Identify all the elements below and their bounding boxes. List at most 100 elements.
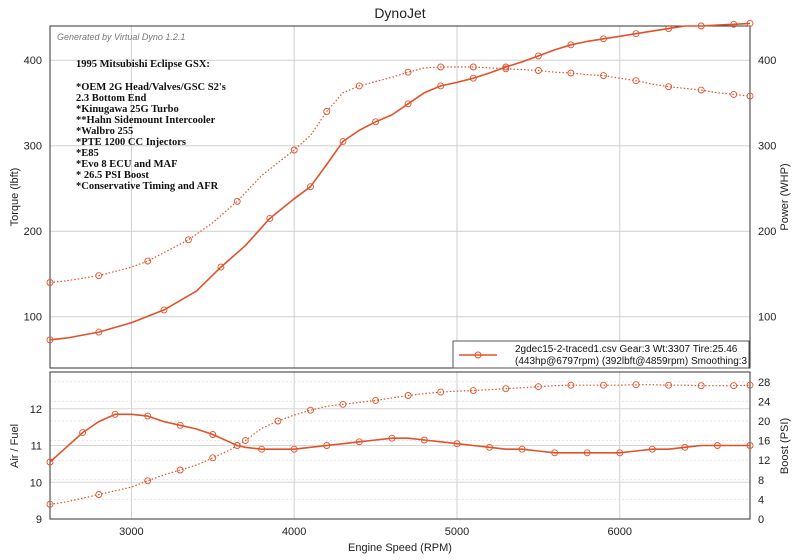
air-fuel-line xyxy=(49,413,750,463)
boost-tick-label: 16 xyxy=(758,436,770,448)
legend: 2gdec15-2-traced1.csv Gear:3 Wt:3307 Tir… xyxy=(452,340,750,369)
power-tick-label: 100 xyxy=(758,312,776,324)
power-whp-point xyxy=(404,100,412,108)
notes-line: * 26.5 PSI Boost xyxy=(76,170,149,181)
air-fuel-point xyxy=(233,442,241,449)
power-whp-point xyxy=(437,82,445,90)
power-whp-point xyxy=(534,52,542,60)
boost-psi-line xyxy=(49,384,751,505)
air-fuel-point xyxy=(323,442,331,449)
power-whp-point xyxy=(46,336,54,344)
boost-psi-point xyxy=(241,437,249,445)
air-fuel-point xyxy=(486,443,493,451)
air-fuel-point xyxy=(713,442,721,449)
notes-line: *E85 xyxy=(76,148,99,159)
air-fuel-point xyxy=(616,449,624,457)
air-fuel-point xyxy=(746,442,754,449)
afr-tick-label: 12 xyxy=(30,404,42,416)
air-fuel-point xyxy=(551,449,559,457)
legend-marker-swatch xyxy=(474,351,482,359)
power-whp-point xyxy=(372,118,380,126)
y-axis-label-boost: Boost (PSI) xyxy=(779,418,791,474)
air-fuel-point xyxy=(518,445,526,453)
boost-tick-label: 4 xyxy=(758,494,764,506)
air-fuel-point xyxy=(176,421,184,429)
afr-tick-label: 11 xyxy=(31,441,42,453)
notes-line: *Conservative Timing and AFR xyxy=(76,181,219,192)
torque-lbft-point xyxy=(46,279,54,286)
power-whp-point xyxy=(160,306,168,314)
torque-lbft-point xyxy=(233,197,241,205)
torque-tick-label: 400 xyxy=(24,55,42,67)
power-whp-point xyxy=(730,20,738,28)
boost-psi-point xyxy=(209,454,217,462)
power-whp-point xyxy=(266,214,274,222)
legend-line-1: 2gdec15-2-traced1.csv Gear:3 Wt:3307 Tir… xyxy=(515,344,738,355)
power-whp-point xyxy=(665,25,673,33)
boost-psi-point xyxy=(339,400,347,408)
power-whp-point xyxy=(339,137,347,145)
air-fuel-point xyxy=(258,445,266,453)
power-whp-point xyxy=(307,183,314,191)
boost-psi-point xyxy=(176,466,184,474)
air-fuel-point xyxy=(583,449,591,457)
afr-tick-label: 9 xyxy=(36,514,42,526)
power-whp-point xyxy=(567,41,575,49)
air-fuel-point xyxy=(290,445,298,453)
x-tick-labels: 3000 4000 5000 6000 xyxy=(119,526,632,538)
air-fuel-point xyxy=(79,429,87,437)
air-fuel-point xyxy=(388,434,396,442)
torque-lbft-point xyxy=(502,65,510,73)
power-whp-point xyxy=(746,19,754,27)
torque-lbft-point xyxy=(665,83,673,91)
torque-tick-label: 200 xyxy=(24,226,42,238)
afr-tick-label: 10 xyxy=(30,477,42,489)
notes-title: 1995 Mitsubishi Eclipse GSX: xyxy=(76,59,210,70)
rpm-tick-label: 6000 xyxy=(608,526,632,538)
torque-lbft-line xyxy=(49,66,751,284)
boost-tick-label: 28 xyxy=(758,377,770,389)
air-fuel-point xyxy=(144,412,152,420)
chart-title: DynoJet xyxy=(374,5,425,21)
boost-psi-point xyxy=(697,382,705,390)
legend-box xyxy=(452,340,750,369)
air-fuel-point xyxy=(681,443,689,451)
boost-psi-point xyxy=(567,381,575,389)
torque-lbft-point xyxy=(95,272,103,280)
air-fuel-point xyxy=(355,438,363,446)
torque-lbft-point xyxy=(697,86,705,94)
boost-psi-point xyxy=(665,381,673,389)
torque-lbft-point xyxy=(290,146,298,154)
power-whp-line xyxy=(49,22,751,341)
notes-list: *OEM 2G Head/Valves/GSC S2's2.3 Bottom E… xyxy=(76,82,226,192)
top-series-layer xyxy=(46,19,754,344)
torque-tick-label: 300 xyxy=(24,141,42,153)
boost-psi-point xyxy=(372,396,380,404)
rpm-tick-label: 3000 xyxy=(119,526,143,538)
boost-psi-point xyxy=(404,392,412,399)
power-tick-label: 300 xyxy=(758,141,776,153)
torque-lbft-point xyxy=(534,67,542,74)
x-axis-label: Engine Speed (RPM) xyxy=(348,542,452,554)
power-whp-point xyxy=(469,74,477,82)
top-tick-labels: 100 100 200 200 300 300 400 400 xyxy=(24,55,777,324)
notes-line: *Evo 8 ECU and MAF xyxy=(76,159,178,170)
bottom-tick-labels: 9 10 11 12 0 4 8 12 16 20 24 28 xyxy=(30,377,771,526)
boost-psi-point xyxy=(632,381,640,389)
watermark-text: Generated by Virtual Dyno 1.2.1 xyxy=(57,32,185,42)
power-whp-point xyxy=(697,22,705,30)
air-fuel-point xyxy=(648,445,656,453)
boost-psi-point xyxy=(95,491,103,498)
boost-tick-label: 20 xyxy=(758,416,770,428)
boost-psi-point xyxy=(600,381,607,389)
torque-lbft-point xyxy=(567,69,575,77)
rpm-tick-label: 4000 xyxy=(282,526,306,538)
top-panel-frame xyxy=(49,25,751,369)
boost-psi-point xyxy=(502,385,510,393)
torque-lbft-point xyxy=(632,77,640,85)
boost-psi-point xyxy=(746,381,754,389)
torque-lbft-point xyxy=(600,72,607,80)
torque-lbft-point xyxy=(404,68,412,76)
rpm-tick-label: 5000 xyxy=(445,526,469,538)
